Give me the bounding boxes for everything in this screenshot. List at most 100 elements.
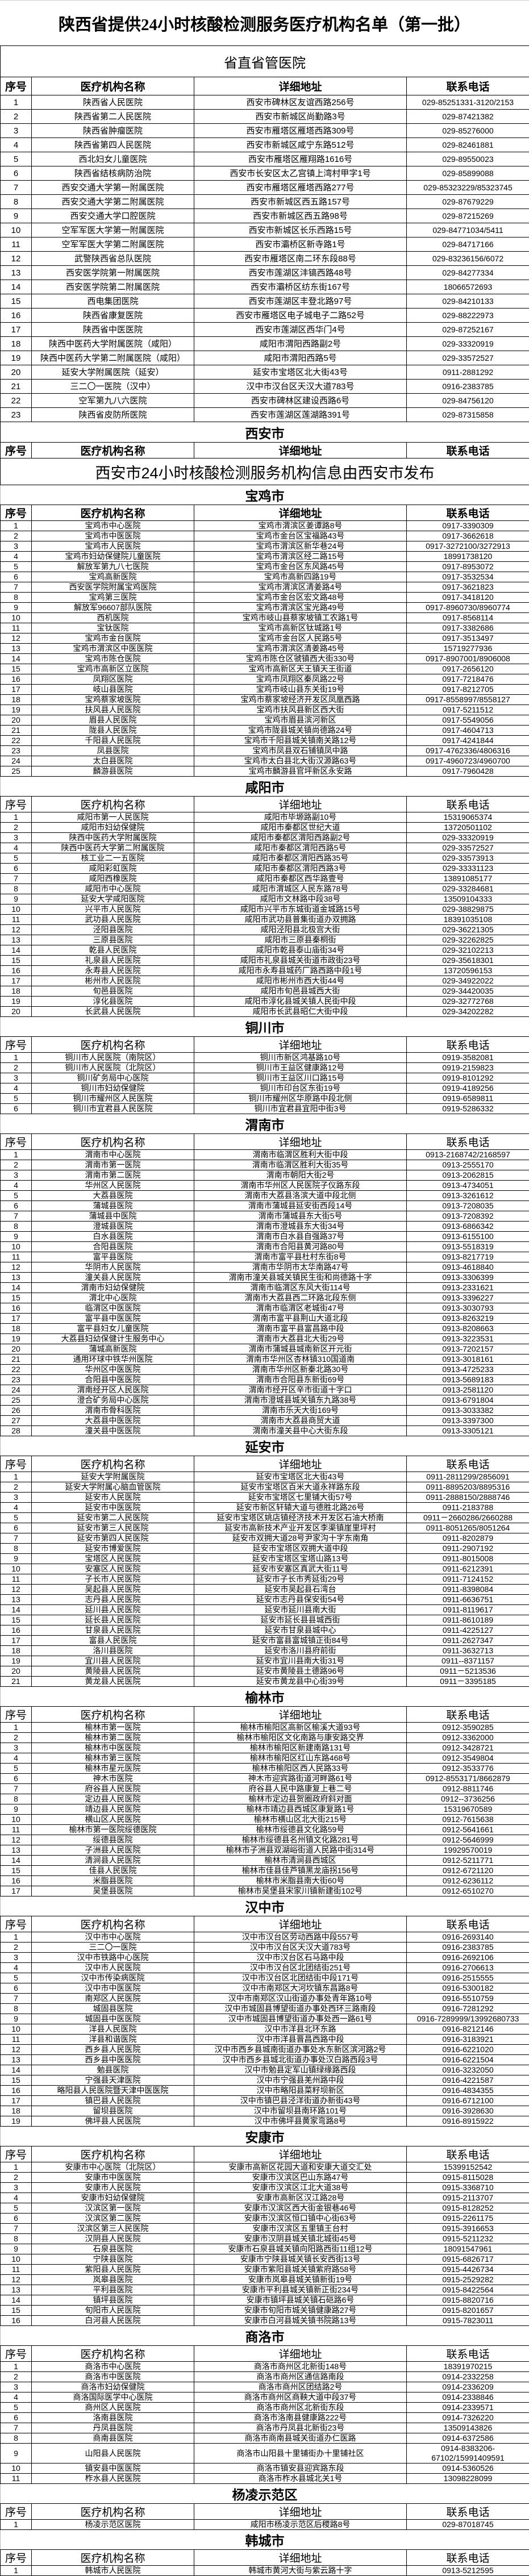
- address-cell: 咸阳市渭阳西路5号: [194, 351, 407, 365]
- address-cell: 安康市汉滨区西大街金银巷46号: [194, 2203, 407, 2214]
- hospital-name-cell: 宁强县天津医院: [32, 2075, 194, 2086]
- seq-cell: 17: [1, 1314, 32, 1324]
- column-header: 联系电话: [407, 1134, 529, 1150]
- column-header: 详细地址: [194, 2504, 407, 2520]
- hospital-name-cell: 三原县医院: [32, 935, 194, 945]
- phone-cell: 0917-8907001/8906008: [407, 654, 529, 664]
- phone-cell: 029-82461881: [407, 138, 529, 152]
- table-header-row: 序号医疗机构名称详细地址联系电话: [1, 797, 529, 812]
- phone-cell: 0913-3396227: [407, 1293, 529, 1303]
- phone-cell: 15399152542: [407, 2162, 529, 2173]
- hospital-name-cell: 岚皋县医院: [32, 2275, 194, 2285]
- address-cell: 渭南市澄城县城关镇东九路38号: [194, 1395, 407, 1406]
- address-cell: 咸阳市三原县秦桐街: [194, 935, 407, 945]
- hospital-name-cell: 白水县医院: [32, 1232, 194, 1242]
- address-cell: 宝鸡市金台区宏文路48号: [194, 593, 407, 603]
- section-title: 延安市: [1, 1436, 529, 1456]
- address-cell: 渭南市华州区人民医院子仪路东段: [194, 1181, 407, 1191]
- hospital-name-cell: 汉中市传染病医院: [32, 1973, 194, 1983]
- hospital-name-cell: 宜川县人民医院: [32, 1656, 194, 1666]
- section-title: 渭南市: [1, 1114, 529, 1134]
- address-cell: 咸阳市武功县普集街道办双拥路: [194, 915, 407, 925]
- address-cell: 延安市黄龙县中心街39号: [194, 1677, 407, 1687]
- address-cell: 渭南市朝阳大街2号: [194, 1170, 407, 1181]
- address-cell: 咸阳市礼泉县城关街道市政街23号: [194, 956, 407, 966]
- seq-cell: 15: [1, 1866, 32, 1876]
- hospital-name-cell: 西安医学院附属宝鸡医院: [32, 582, 194, 593]
- seq-cell: 9: [1, 1554, 32, 1564]
- phone-cell: 0915-2529282: [407, 2275, 529, 2285]
- seq-cell: 25: [1, 1395, 32, 1406]
- phone-cell: 0917-3418120: [407, 593, 529, 603]
- address-cell: 西安市新城区长乐西路15号: [194, 223, 407, 237]
- address-cell: 宝鸡市扶风县新区西大街: [194, 705, 407, 715]
- seq-cell: 10: [1, 1242, 32, 1252]
- phone-cell: 029-87315858: [407, 408, 529, 422]
- hospital-name-cell: 渭南市中心医院: [32, 1150, 194, 1160]
- address-cell: 延安市高新技术产业开发区李渠镇崖里坪村: [194, 1523, 407, 1533]
- hospital-name-cell: 兴平市人民医院: [32, 904, 194, 915]
- phone-cell: 0912-6510270: [407, 1886, 529, 1896]
- hospital-name-cell: 千阳县人民医院: [32, 736, 194, 746]
- seq-cell: 15: [1, 1615, 32, 1625]
- phone-cell: 0912-7615638: [407, 1815, 529, 1825]
- phone-cell: 0915-7823011: [407, 2316, 529, 2326]
- seq-cell: 18: [1, 1646, 32, 1656]
- phone-cell: 0916-2383785: [407, 1943, 529, 1953]
- section-title: 咸阳市: [1, 777, 529, 797]
- hospital-name-cell: 安康市人民医院: [32, 2183, 194, 2193]
- hospital-name-cell: 太白县医院: [32, 756, 194, 766]
- seq-cell: 1: [1, 2520, 32, 2530]
- seq-cell: 11: [1, 2474, 32, 2484]
- seq-cell: 7: [1, 181, 32, 195]
- phone-cell: 0911-8398084: [407, 1585, 529, 1595]
- phone-cell: 0919-8101292: [407, 1073, 529, 1083]
- seq-cell: 15: [1, 2306, 32, 2316]
- hospital-name-cell: 长武县人民医院: [32, 1007, 194, 1017]
- hospital-name-cell: 韩城市人民医院: [32, 2566, 194, 2576]
- seq-cell: 13: [1, 644, 32, 654]
- address-cell: 渭南市乐天大街169号: [194, 1406, 407, 1416]
- hospital-name-cell: 彬州市人民医院: [32, 976, 194, 986]
- section-notice: 西安市24小时核酸检测服务机构信息由西安市发布: [1, 458, 529, 485]
- address-cell: 咸阳市秦都区渭阳西路副2号: [194, 833, 407, 843]
- seq-cell: 5: [1, 1094, 32, 1104]
- phone-cell: 0911-6636751: [407, 1595, 529, 1605]
- phone-cell: 0913-2555170: [407, 1160, 529, 1170]
- address-cell: 渭南市富平县杜村东街8号: [194, 1252, 407, 1262]
- column-header: 详细地址: [194, 505, 407, 521]
- address-cell: 汉中市汉台区北团结街251号: [194, 1963, 407, 1973]
- hospital-name-cell: 延安大学附属医院（延安）: [32, 365, 194, 380]
- phone-cell: 0911-8202879: [407, 1533, 529, 1544]
- phone-cell: 029-33320919: [407, 833, 529, 843]
- seq-cell: 18: [1, 695, 32, 705]
- phone-cell: 18091547961: [407, 2244, 529, 2254]
- phone-cell: 029-32102213: [407, 945, 529, 956]
- phone-cell: 0914-2339571: [407, 2403, 529, 2413]
- hospital-name-cell: 潼关县人民医院: [32, 1273, 194, 1283]
- address-cell: 汉中市佛坪县黄家弯路8号: [194, 2116, 407, 2127]
- section-title-row: 铜川市: [1, 1017, 529, 1037]
- phone-cell: 0917-8558997/8558127: [407, 695, 529, 705]
- phone-cell: 13509143826: [407, 2423, 529, 2433]
- section-title: 杨凌示范区: [1, 2484, 529, 2504]
- section-title-row: 榆林市: [1, 1687, 529, 1707]
- hospital-name-cell: 渭南经开区人民医院: [32, 1385, 194, 1395]
- address-cell: 西安市雁塔区雁翔路1616号: [194, 152, 407, 166]
- seq-cell: 6: [1, 1201, 32, 1211]
- address-cell: 延安市宝塔区宝塔山路13号: [194, 1554, 407, 1564]
